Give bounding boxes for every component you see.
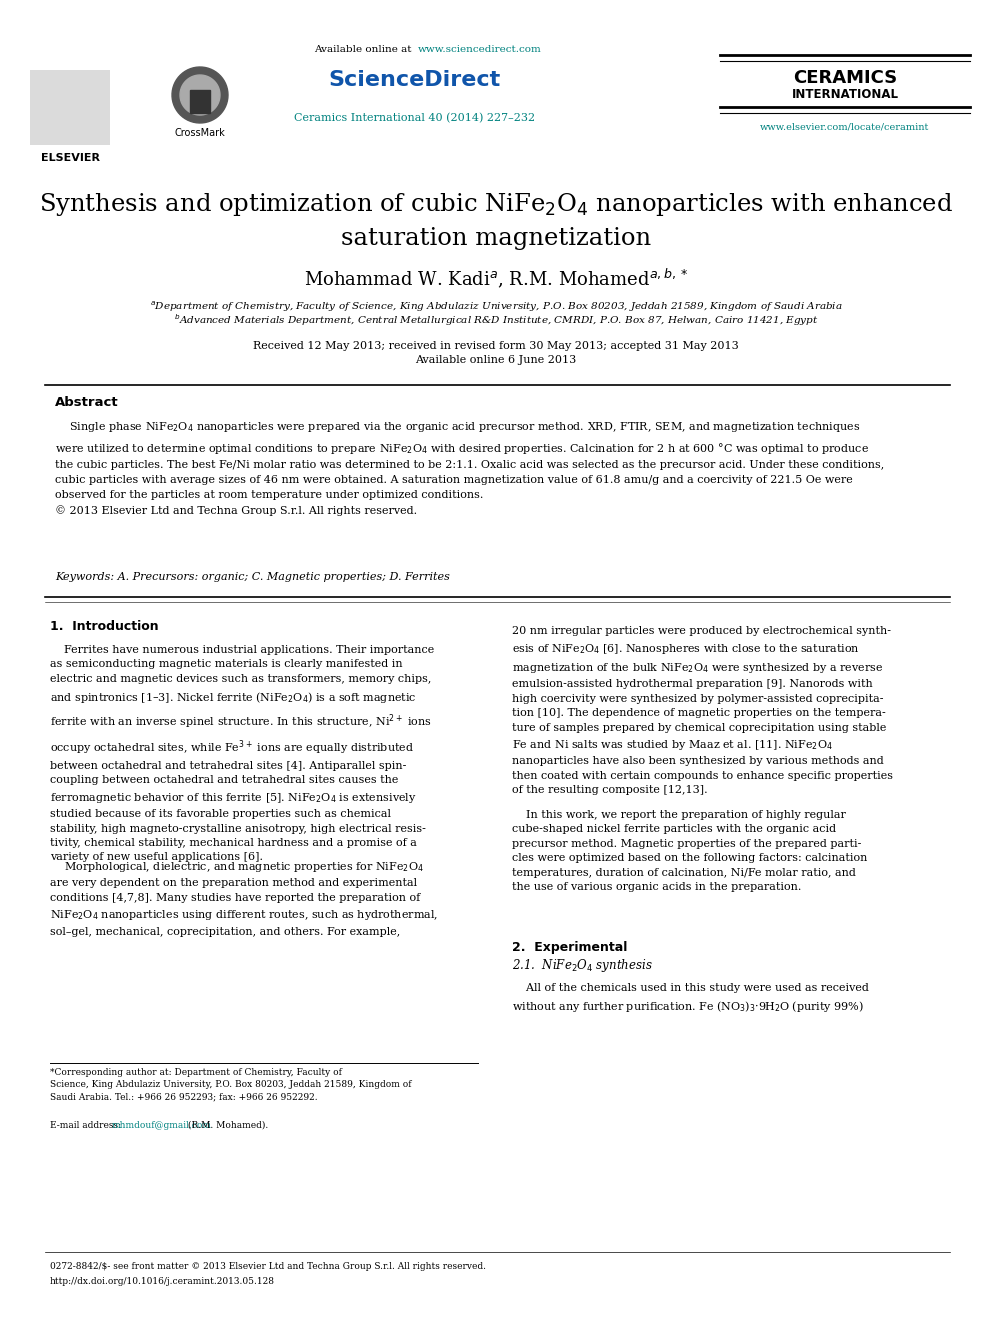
Text: (R.M. Mohamed).: (R.M. Mohamed).: [185, 1121, 268, 1130]
Text: Available online 6 June 2013: Available online 6 June 2013: [416, 355, 576, 365]
Text: 2.1.  NiFe$_2$O$_4$ synthesis: 2.1. NiFe$_2$O$_4$ synthesis: [512, 958, 653, 975]
Text: www.sciencedirect.com: www.sciencedirect.com: [418, 45, 542, 54]
Text: http://dx.doi.org/10.1016/j.ceramint.2013.05.128: http://dx.doi.org/10.1016/j.ceramint.201…: [50, 1277, 275, 1286]
Text: 2.  Experimental: 2. Experimental: [512, 942, 627, 954]
Text: *Corresponding author at: Department of Chemistry, Faculty of
Science, King Abdu: *Corresponding author at: Department of …: [50, 1068, 412, 1101]
Text: 0272-8842/$- see front matter © 2013 Elsevier Ltd and Techna Group S.r.l. All ri: 0272-8842/$- see front matter © 2013 Els…: [50, 1262, 486, 1271]
Polygon shape: [172, 67, 228, 123]
Text: Synthesis and optimization of cubic NiFe$_2$O$_4$ nanoparticles with enhanced: Synthesis and optimization of cubic NiFe…: [39, 192, 953, 218]
Text: ELSEVIER: ELSEVIER: [41, 153, 99, 163]
Text: saturation magnetization: saturation magnetization: [341, 226, 651, 250]
Text: 20 nm irregular particles were produced by electrochemical synth-
esis of NiFe$_: 20 nm irregular particles were produced …: [512, 626, 893, 795]
Text: E-mail address:: E-mail address:: [50, 1121, 124, 1130]
Text: Morphological, dielectric, and magnetic properties for NiFe$_2$O$_4$
are very de: Morphological, dielectric, and magnetic …: [50, 860, 438, 937]
Polygon shape: [180, 75, 220, 115]
Text: INTERNATIONAL: INTERNATIONAL: [792, 87, 899, 101]
Text: www.elsevier.com/locate/ceramint: www.elsevier.com/locate/ceramint: [760, 123, 930, 131]
Text: 1.  Introduction: 1. Introduction: [50, 619, 159, 632]
Text: Mohammad W. Kadi$^a$, R.M. Mohamed$^{a,b,*}$: Mohammad W. Kadi$^a$, R.M. Mohamed$^{a,b…: [304, 266, 688, 290]
Text: Single phase NiFe$_2$O$_4$ nanoparticles were prepared via the organic acid prec: Single phase NiFe$_2$O$_4$ nanoparticles…: [55, 419, 884, 516]
Text: In this work, we report the preparation of highly regular
cube-shaped nickel fer: In this work, we report the preparation …: [512, 810, 867, 892]
Text: ScienceDirect: ScienceDirect: [329, 70, 501, 90]
Text: CrossMark: CrossMark: [175, 128, 225, 138]
Text: mhmdouf@gmail.com: mhmdouf@gmail.com: [112, 1121, 212, 1130]
Text: Available online at: Available online at: [314, 45, 415, 54]
Text: Keywords: A. Precursors: organic; C. Magnetic properties; D. Ferrites: Keywords: A. Precursors: organic; C. Mag…: [55, 572, 450, 582]
Text: $^b$Advanced Materials Department, Central Metallurgical R&D Institute, CMRDI, P: $^b$Advanced Materials Department, Centr…: [174, 312, 818, 328]
Text: CERAMICS: CERAMICS: [793, 69, 897, 87]
Bar: [30, 70, 110, 146]
Text: Ferrites have numerous industrial applications. Their importance
as semiconducti: Ferrites have numerous industrial applic…: [50, 646, 434, 863]
Text: All of the chemicals used in this study were used as received
without any furthe: All of the chemicals used in this study …: [512, 983, 869, 1013]
Polygon shape: [190, 90, 210, 112]
Text: Ceramics International 40 (2014) 227–232: Ceramics International 40 (2014) 227–232: [295, 112, 536, 123]
Text: Abstract: Abstract: [55, 397, 119, 410]
Text: $^a$Department of Chemistry, Faculty of Science, King Abdulaziz University, P.O.: $^a$Department of Chemistry, Faculty of …: [150, 300, 842, 314]
Text: Received 12 May 2013; received in revised form 30 May 2013; accepted 31 May 2013: Received 12 May 2013; received in revise…: [253, 341, 739, 351]
